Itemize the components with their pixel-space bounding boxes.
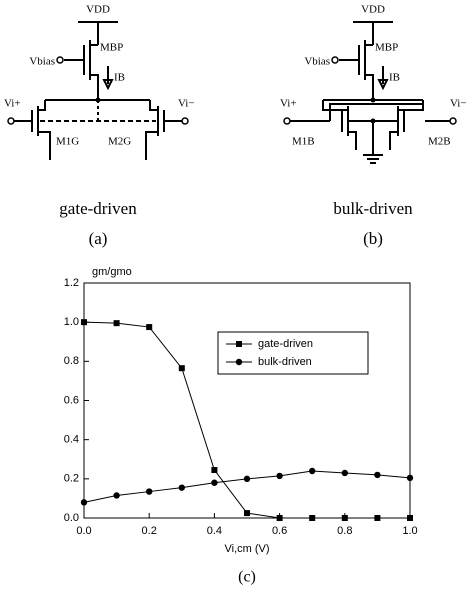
y-tick-label: 0.0 <box>64 512 79 524</box>
x-tick-label: 0.2 <box>142 525 157 537</box>
label: Vi− <box>178 98 195 110</box>
y-tick-label: 1.0 <box>64 316 79 328</box>
marker <box>309 467 316 475</box>
marker <box>211 467 218 474</box>
legend-marker <box>235 358 243 366</box>
marker <box>341 515 348 521</box>
tag: (a) <box>89 229 108 248</box>
label: Vbias <box>29 56 55 68</box>
label: IB <box>114 72 125 84</box>
marker <box>178 365 185 372</box>
marker <box>243 475 251 483</box>
marker <box>406 474 414 482</box>
y-tick-label: 0.6 <box>64 394 79 406</box>
marker <box>81 319 87 326</box>
y-axis-label: gm/gmo <box>92 266 132 278</box>
x-tick-label: 0.4 <box>207 525 222 537</box>
label: M2G <box>108 136 131 148</box>
marker <box>146 488 153 495</box>
marker <box>113 492 120 499</box>
label: M2B <box>428 136 451 148</box>
label: MBP <box>375 42 398 54</box>
caption: gate-driven <box>59 199 137 218</box>
label: Vi+ <box>4 98 21 110</box>
marker <box>244 510 250 517</box>
marker <box>211 479 218 486</box>
circuit-b <box>283 21 457 164</box>
label: IB <box>389 72 400 84</box>
labels-a: VDD MBP Vbias IB Vi+ Vi− M1G M2G gate-dr… <box>4 4 195 248</box>
marker <box>146 324 153 331</box>
y-tick-label: 0.4 <box>64 434 79 446</box>
label: M1G <box>56 136 79 148</box>
y-tick-label: 0.2 <box>64 473 79 485</box>
marker <box>276 515 283 521</box>
marker <box>374 515 381 521</box>
legend-label: bulk-driven <box>258 356 312 368</box>
label: Vbias <box>304 56 330 68</box>
y-tick-label: 1.2 <box>64 277 79 289</box>
marker <box>407 515 413 521</box>
labels-b: VDD MBP Vbias IB Vi+ Vi− M1B M2B bulk-dr… <box>280 4 467 248</box>
caption: (c) <box>238 569 256 586</box>
label: MBP <box>100 42 123 54</box>
x-axis-label: Vi,cm (V) <box>224 543 269 555</box>
tag: (b) <box>363 229 383 248</box>
legend-label: gate-driven <box>258 338 313 350</box>
label: M1B <box>292 136 315 148</box>
plot-frame <box>83 282 411 519</box>
marker <box>374 471 381 479</box>
x-tick-label: 0.6 <box>272 525 287 537</box>
label: VDD <box>86 4 110 16</box>
caption: bulk-driven <box>333 199 413 218</box>
legend-marker <box>236 341 242 347</box>
marker <box>309 515 316 521</box>
x-tick-label: 1.0 <box>402 525 417 537</box>
marker <box>341 469 348 477</box>
x-tick-label: 0.0 <box>76 525 91 537</box>
marker <box>113 320 120 327</box>
label: Vi− <box>450 98 467 110</box>
circuit-a <box>7 21 189 160</box>
y-tick-label: 0.8 <box>64 355 79 367</box>
marker <box>276 472 283 480</box>
label: Vi+ <box>280 98 297 110</box>
legend-box <box>217 331 369 375</box>
marker <box>178 484 185 491</box>
label: VDD <box>361 4 385 16</box>
x-tick-label: 0.8 <box>337 525 352 537</box>
marker <box>80 499 88 506</box>
